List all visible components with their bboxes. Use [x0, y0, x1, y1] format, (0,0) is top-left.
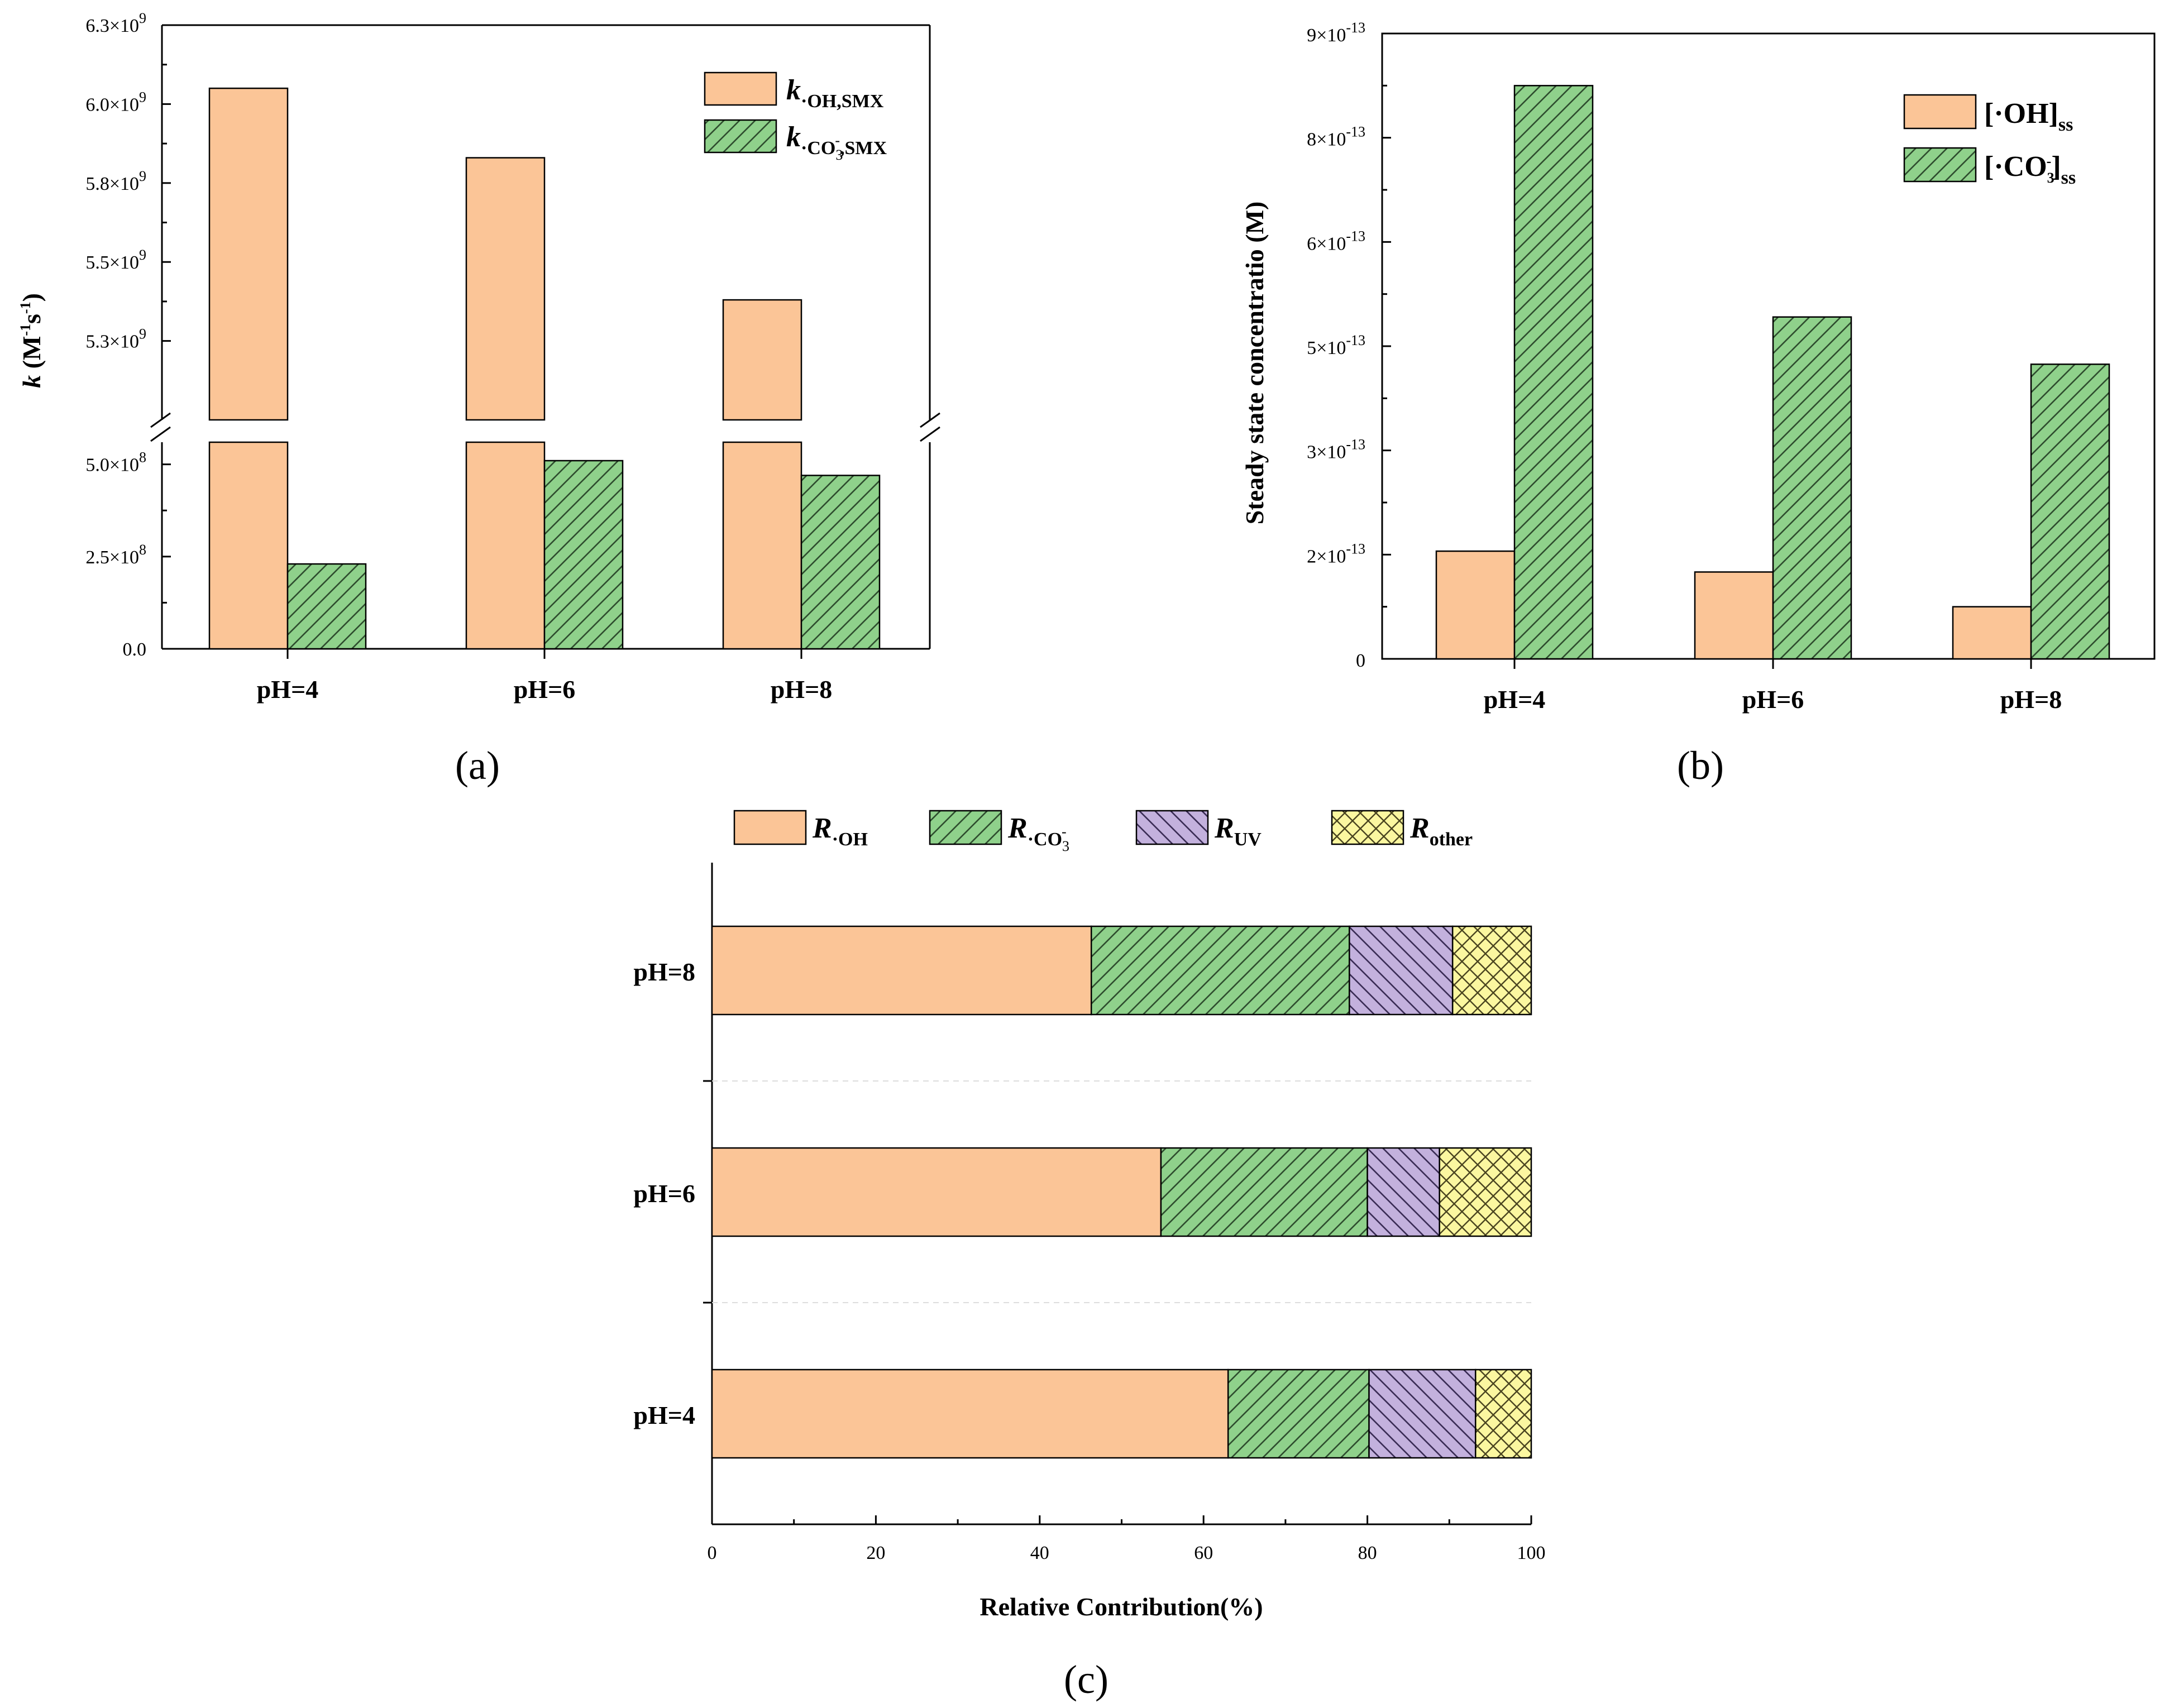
c-xtick-label: 40: [1030, 1543, 1049, 1563]
c-xtick-label: 100: [1517, 1543, 1546, 1563]
b-bar-oh: [1952, 606, 2032, 660]
b-ytick-label: 3×10-13: [1307, 437, 1365, 463]
c-bar-co3: [1090, 925, 1350, 1016]
c-legend-swatch-uv: [1135, 810, 1209, 845]
c-legend-swatch-oh: [733, 810, 807, 845]
b-legend-label-co3: [·CO3-]ss: [1984, 151, 2076, 188]
a-ytick-label-upper: 6.0×109: [85, 89, 146, 115]
panel-label-c: (c): [1064, 1657, 1108, 1702]
b-legend-swatch-oh: [1903, 94, 1977, 130]
c-xtick-label: 60: [1194, 1543, 1213, 1563]
a-break-mark-right-2: [920, 426, 940, 442]
a-ytick-label-lower: 5.0×108: [85, 449, 146, 476]
a-ytick-label-lower: 2.5×108: [85, 542, 146, 568]
c-legend-label-co3: R·CO3-: [1007, 812, 1069, 854]
b-bar-co3: [1772, 316, 1852, 660]
b-ytick-label: 2×10-13: [1307, 540, 1365, 567]
c-legend-label-oh: R·OH: [812, 812, 868, 850]
c-category-label: pH=4: [633, 1401, 695, 1429]
c-bar-oh: [711, 1147, 1162, 1237]
b-bar-co3: [2030, 363, 2110, 660]
a-bar-oh-upper: [465, 157, 546, 421]
c-legend: R·OH R·CO3- RUV Rother: [733, 810, 1473, 854]
a-bar-oh-lower: [722, 441, 802, 650]
a-bar-co3: [543, 460, 624, 650]
a-break-mark-right: [920, 412, 940, 428]
b-ytick-label: 9×10-13: [1307, 20, 1365, 46]
a-break-mark-left: [150, 412, 171, 428]
panel-label-a: (a): [455, 743, 500, 788]
c-bar-co3: [1160, 1147, 1368, 1237]
a-bar-oh-lower: [208, 441, 289, 650]
b-ytick-label: 0: [1356, 650, 1365, 671]
a-ytick-label-lower: 0.0: [123, 639, 147, 660]
a-y-axis-label: k (M-1s-1): [17, 293, 46, 388]
c-bar-uv: [1366, 1147, 1440, 1237]
c-bar-other: [1474, 1369, 1532, 1459]
c-bar-uv: [1349, 925, 1454, 1016]
panel-b-chart: 0 2×10-13 3×10-13 5×10-13 6×10-13 8×10-13 9×10…: [1240, 20, 2156, 788]
b-y-axis-label: Steady state concentratio (M): [1240, 202, 1269, 525]
a-bar-oh-upper: [208, 87, 289, 421]
b-ytick-label: 8×10-13: [1307, 124, 1365, 150]
c-legend-label-other: Rother: [1409, 812, 1473, 850]
c-bar-uv: [1368, 1369, 1477, 1459]
a-ytick-label-upper: 5.8×109: [85, 168, 146, 194]
b-legend: [·OH]ss [·CO3-]ss: [1903, 94, 2076, 188]
b-bar-oh: [1694, 571, 1774, 660]
a-bar-oh-upper: [722, 299, 802, 421]
b-category-label: pH=6: [1742, 685, 1804, 714]
a-ytick-label-upper: 6.3×109: [85, 10, 146, 36]
b-category-label: pH=8: [2000, 685, 2062, 714]
a-legend-label-oh: k·OH,SMX: [786, 74, 884, 112]
panel-c-chart: R·OH R·CO3- RUV Rother 0 20 40 60 80 100 pH=8…: [633, 810, 1546, 1702]
a-legend-swatch-oh: [704, 71, 777, 106]
c-bar-other: [1439, 1147, 1532, 1237]
a-category-label: pH=8: [771, 675, 833, 704]
a-legend: k·OH,SMX k·CO3-,SMX: [704, 71, 887, 163]
c-legend-swatch-co3: [929, 810, 1002, 845]
a-bar-co3: [800, 475, 881, 650]
panel-a-chart: 0.0 2.5×108 5.0×108 5.3×109 5.5×109 5.8×109 6.…: [17, 10, 940, 788]
b-legend-label-oh: [·OH]ss: [1984, 98, 2073, 135]
a-bar-co3: [286, 563, 367, 650]
c-bar-oh: [711, 925, 1092, 1016]
b-ytick-label: 6×10-13: [1307, 228, 1365, 254]
c-legend-label-uv: RUV: [1214, 812, 1262, 850]
b-legend-swatch-co3: [1903, 147, 1977, 183]
panel-label-b: (b): [1677, 743, 1724, 788]
c-bar-co3: [1227, 1369, 1370, 1459]
b-bar-oh: [1435, 550, 1516, 660]
c-xtick-label: 80: [1358, 1543, 1377, 1563]
b-ytick-label: 5×10-13: [1307, 332, 1365, 358]
c-bar-oh: [711, 1369, 1229, 1459]
b-bar-co3: [1513, 85, 1594, 660]
c-category-label: pH=8: [633, 958, 695, 986]
a-category-label: pH=6: [514, 675, 576, 704]
a-ytick-label-upper: 5.3×109: [85, 326, 146, 352]
a-ytick-label-upper: 5.5×109: [85, 247, 146, 273]
c-xtick-label: 0: [708, 1543, 717, 1563]
a-bar-oh-lower: [465, 441, 546, 650]
c-category-label: pH=6: [633, 1179, 695, 1208]
a-legend-swatch-co3: [704, 119, 777, 154]
a-category-label: pH=4: [257, 675, 319, 704]
a-legend-label-co3: k·CO3-,SMX: [786, 121, 887, 163]
c-x-axis-label: Relative Contribution(%): [980, 1592, 1263, 1621]
c-bar-other: [1451, 925, 1532, 1016]
b-category-label: pH=4: [1484, 685, 1546, 714]
a-break-mark-left-2: [150, 426, 171, 442]
c-legend-swatch-other: [1331, 810, 1404, 845]
c-xtick-label: 20: [866, 1543, 885, 1563]
